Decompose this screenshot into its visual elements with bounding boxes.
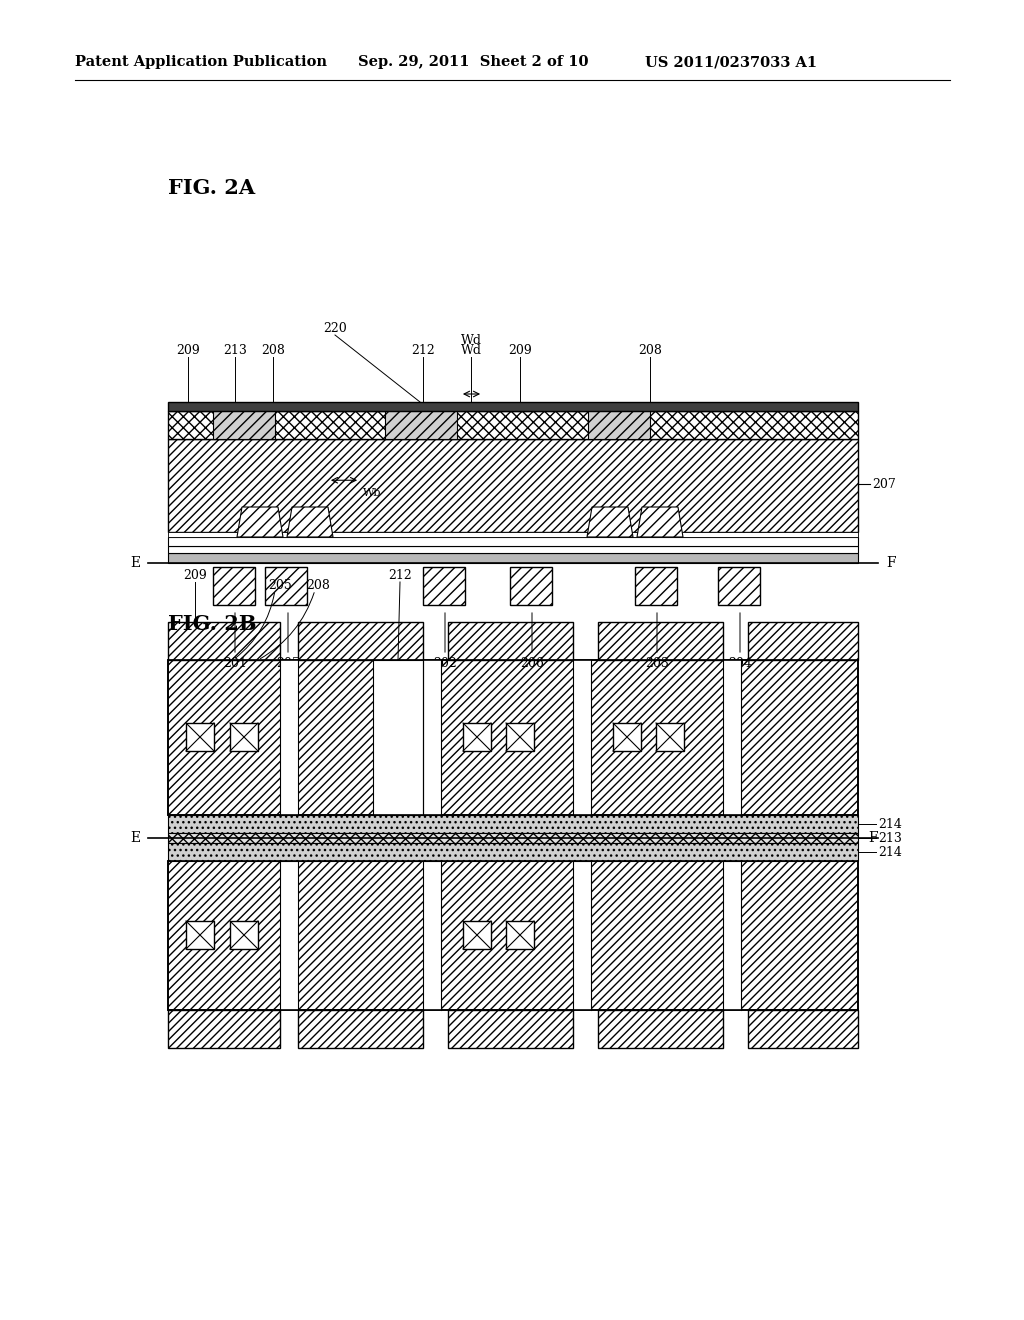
Bar	[635, 568, 677, 605]
Text: Wb: Wb	[362, 488, 382, 498]
Bar	[168, 532, 858, 537]
Bar	[168, 660, 858, 814]
Bar	[168, 546, 858, 553]
Text: F: F	[886, 556, 896, 570]
Bar	[510, 568, 552, 605]
Text: 213: 213	[878, 832, 902, 845]
Bar	[748, 622, 858, 660]
Bar	[168, 861, 858, 1010]
Text: F: F	[868, 832, 878, 845]
Bar	[168, 622, 280, 660]
Bar	[373, 660, 423, 814]
Text: Sep. 29, 2011  Sheet 2 of 10: Sep. 29, 2011 Sheet 2 of 10	[358, 55, 589, 69]
Text: 214: 214	[878, 846, 902, 858]
Text: 204: 204	[728, 657, 752, 671]
Bar	[168, 553, 858, 564]
Bar	[280, 861, 298, 1010]
Bar	[168, 440, 858, 532]
Bar	[573, 660, 591, 814]
Bar	[423, 660, 441, 814]
Bar	[168, 537, 858, 546]
Bar	[168, 403, 858, 411]
Text: 209: 209	[508, 345, 531, 356]
Text: 206: 206	[520, 657, 544, 671]
Bar	[656, 723, 684, 751]
Polygon shape	[287, 507, 333, 537]
Polygon shape	[237, 507, 283, 537]
Text: 208: 208	[638, 345, 662, 356]
Text: FIG. 2A: FIG. 2A	[168, 178, 255, 198]
Bar	[280, 660, 298, 814]
Text: 214: 214	[878, 817, 902, 830]
Bar	[598, 1010, 723, 1048]
Bar	[385, 411, 457, 440]
Bar	[463, 723, 490, 751]
Bar	[506, 723, 534, 751]
Bar	[168, 843, 858, 861]
Bar	[463, 921, 490, 949]
Bar	[298, 1010, 423, 1048]
Bar	[213, 411, 275, 440]
Text: 207: 207	[872, 478, 896, 491]
Text: 208: 208	[306, 579, 330, 591]
Bar	[423, 568, 465, 605]
Text: Wd: Wd	[461, 334, 481, 347]
Text: 213: 213	[223, 345, 247, 356]
Bar	[168, 814, 858, 833]
Bar	[168, 861, 858, 1010]
Bar	[588, 411, 650, 440]
Bar	[748, 1010, 858, 1048]
Bar	[168, 660, 858, 814]
Polygon shape	[637, 507, 683, 537]
Bar	[718, 568, 760, 605]
Text: E: E	[130, 832, 140, 845]
Bar	[423, 861, 441, 1010]
Bar	[230, 921, 258, 949]
Text: Patent Application Publication: Patent Application Publication	[75, 55, 327, 69]
Text: 203: 203	[645, 657, 669, 671]
Bar	[613, 723, 641, 751]
Text: FIG. 2B: FIG. 2B	[168, 614, 256, 634]
Bar	[230, 723, 258, 751]
Bar	[186, 921, 214, 949]
Bar	[449, 1010, 573, 1048]
Bar	[265, 568, 307, 605]
Text: US 2011/0237033 A1: US 2011/0237033 A1	[645, 55, 817, 69]
Bar	[186, 723, 214, 751]
Text: 212: 212	[411, 345, 435, 356]
Bar	[506, 921, 534, 949]
Text: E: E	[130, 556, 140, 570]
Bar	[723, 660, 741, 814]
Bar	[168, 1010, 280, 1048]
Text: 201: 201	[223, 657, 247, 671]
Bar	[723, 861, 741, 1010]
Text: 209: 209	[176, 345, 200, 356]
Bar	[298, 622, 423, 660]
Bar	[168, 411, 858, 440]
Text: 205: 205	[276, 657, 300, 671]
Bar	[573, 861, 591, 1010]
Text: Wd: Wd	[461, 345, 481, 356]
Text: 220: 220	[324, 322, 347, 335]
Bar	[213, 568, 255, 605]
Bar	[168, 833, 858, 843]
Polygon shape	[587, 507, 633, 537]
Text: 208: 208	[261, 345, 285, 356]
Text: 209: 209	[183, 569, 207, 582]
Bar	[598, 622, 723, 660]
Text: 202: 202	[433, 657, 457, 671]
Bar	[449, 622, 573, 660]
Text: 212: 212	[388, 569, 412, 582]
Text: 205: 205	[268, 579, 292, 591]
